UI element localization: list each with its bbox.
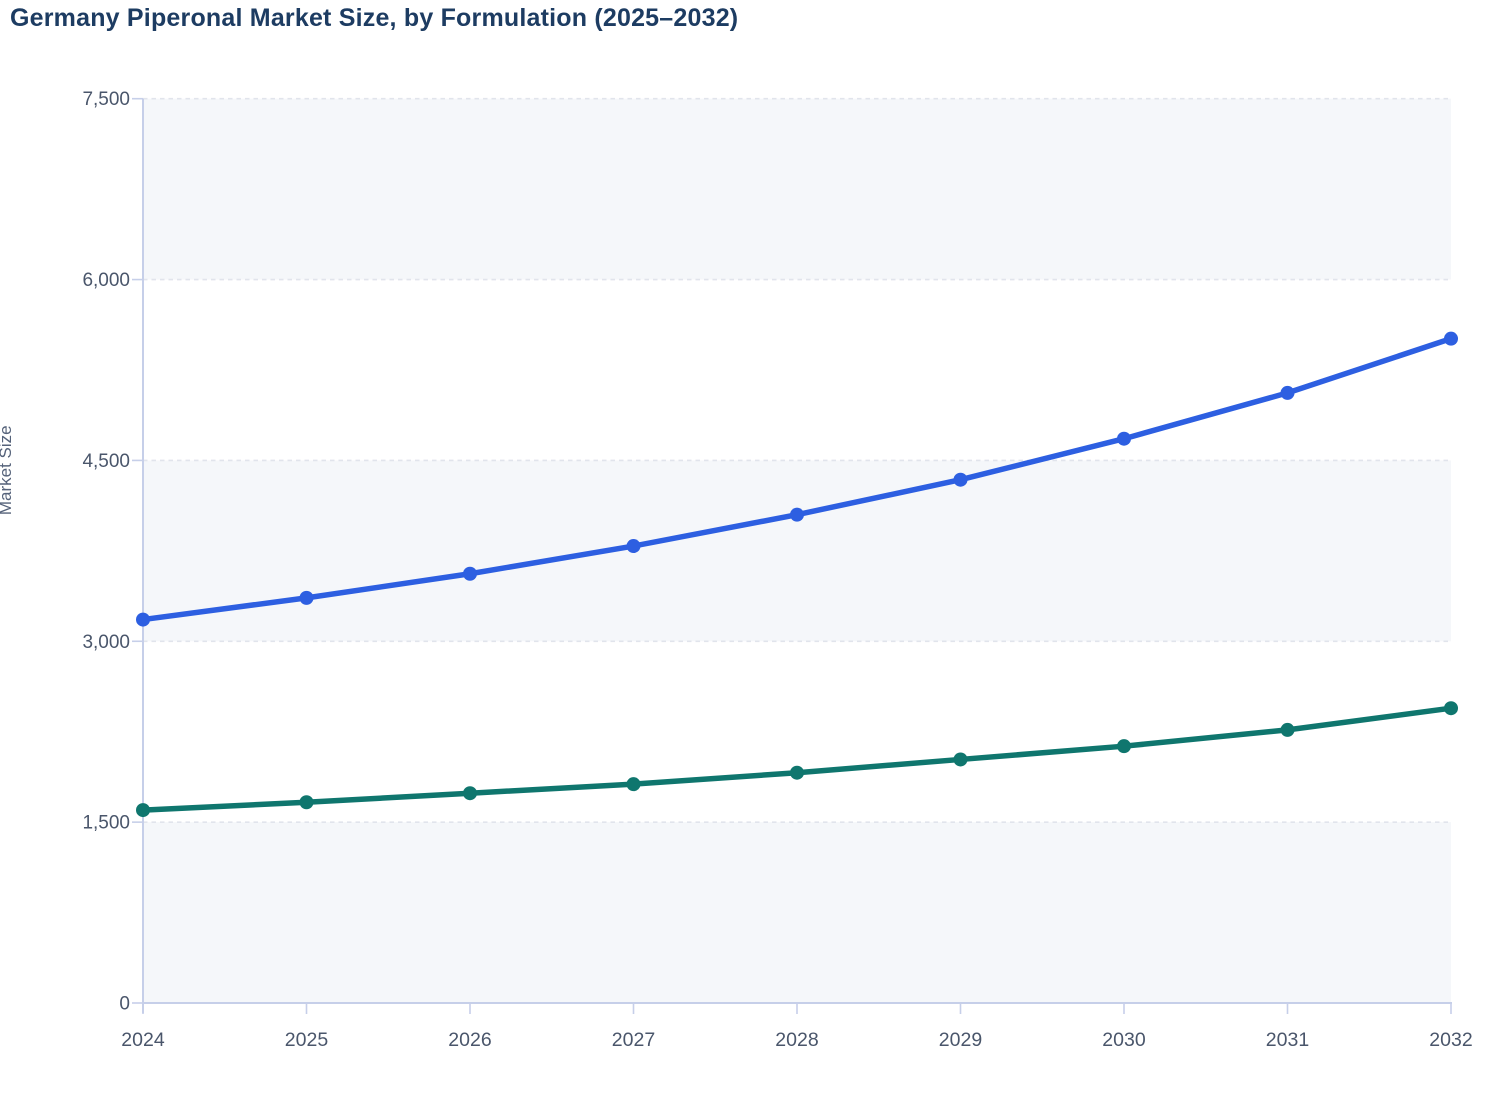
plot-band	[143, 460, 1451, 642]
y-tick-label: 0	[119, 994, 130, 1015]
series-blue-data-point	[299, 590, 314, 605]
x-tick-label: 2029	[939, 1029, 982, 1051]
series-blue-data-point	[463, 566, 477, 581]
x-tick-label: 2024	[121, 1029, 165, 1051]
plot-band	[143, 822, 1451, 1003]
series-blue-data-point	[1117, 431, 1131, 446]
series-teal-data-point	[463, 786, 477, 801]
y-tick-label: 4,500	[82, 451, 130, 472]
y-tick-label: 7,500	[82, 89, 130, 110]
series-teal-data-point	[136, 803, 150, 818]
y-tick-label: 3,000	[82, 632, 130, 653]
x-tick-label: 2030	[1102, 1029, 1146, 1051]
series-teal-data-point	[790, 765, 804, 780]
y-tick-label: 1,500	[82, 813, 130, 834]
series-blue-data-point	[1444, 331, 1458, 346]
x-tick-label: 2028	[775, 1029, 818, 1051]
series-teal-data-point	[1117, 739, 1131, 754]
series-teal-data-point	[1444, 701, 1458, 716]
x-tick-label: 2026	[448, 1029, 491, 1051]
series-blue-data-point	[136, 612, 150, 627]
chart-title: Germany Piperonal Market Size, by Formul…	[10, 4, 739, 32]
series-teal-data-point	[1280, 722, 1295, 737]
series-teal-data-point	[953, 752, 968, 767]
series-blue-data-point	[1280, 385, 1295, 400]
series-blue-data-point	[626, 539, 641, 554]
series-teal-line	[140, 705, 1454, 813]
series-blue-data-point	[953, 472, 968, 487]
x-tick-label: 2032	[1429, 1029, 1472, 1051]
series-teal-data-point	[626, 777, 641, 792]
series-teal-data-point	[299, 795, 314, 810]
x-tick-label: 2027	[612, 1029, 655, 1051]
plot-band	[143, 98, 1451, 280]
x-tick-label: 2025	[285, 1029, 329, 1051]
series-blue-data-point	[790, 507, 804, 522]
x-tick-label: 2031	[1266, 1029, 1309, 1051]
y-tick-label: 6,000	[82, 270, 130, 291]
